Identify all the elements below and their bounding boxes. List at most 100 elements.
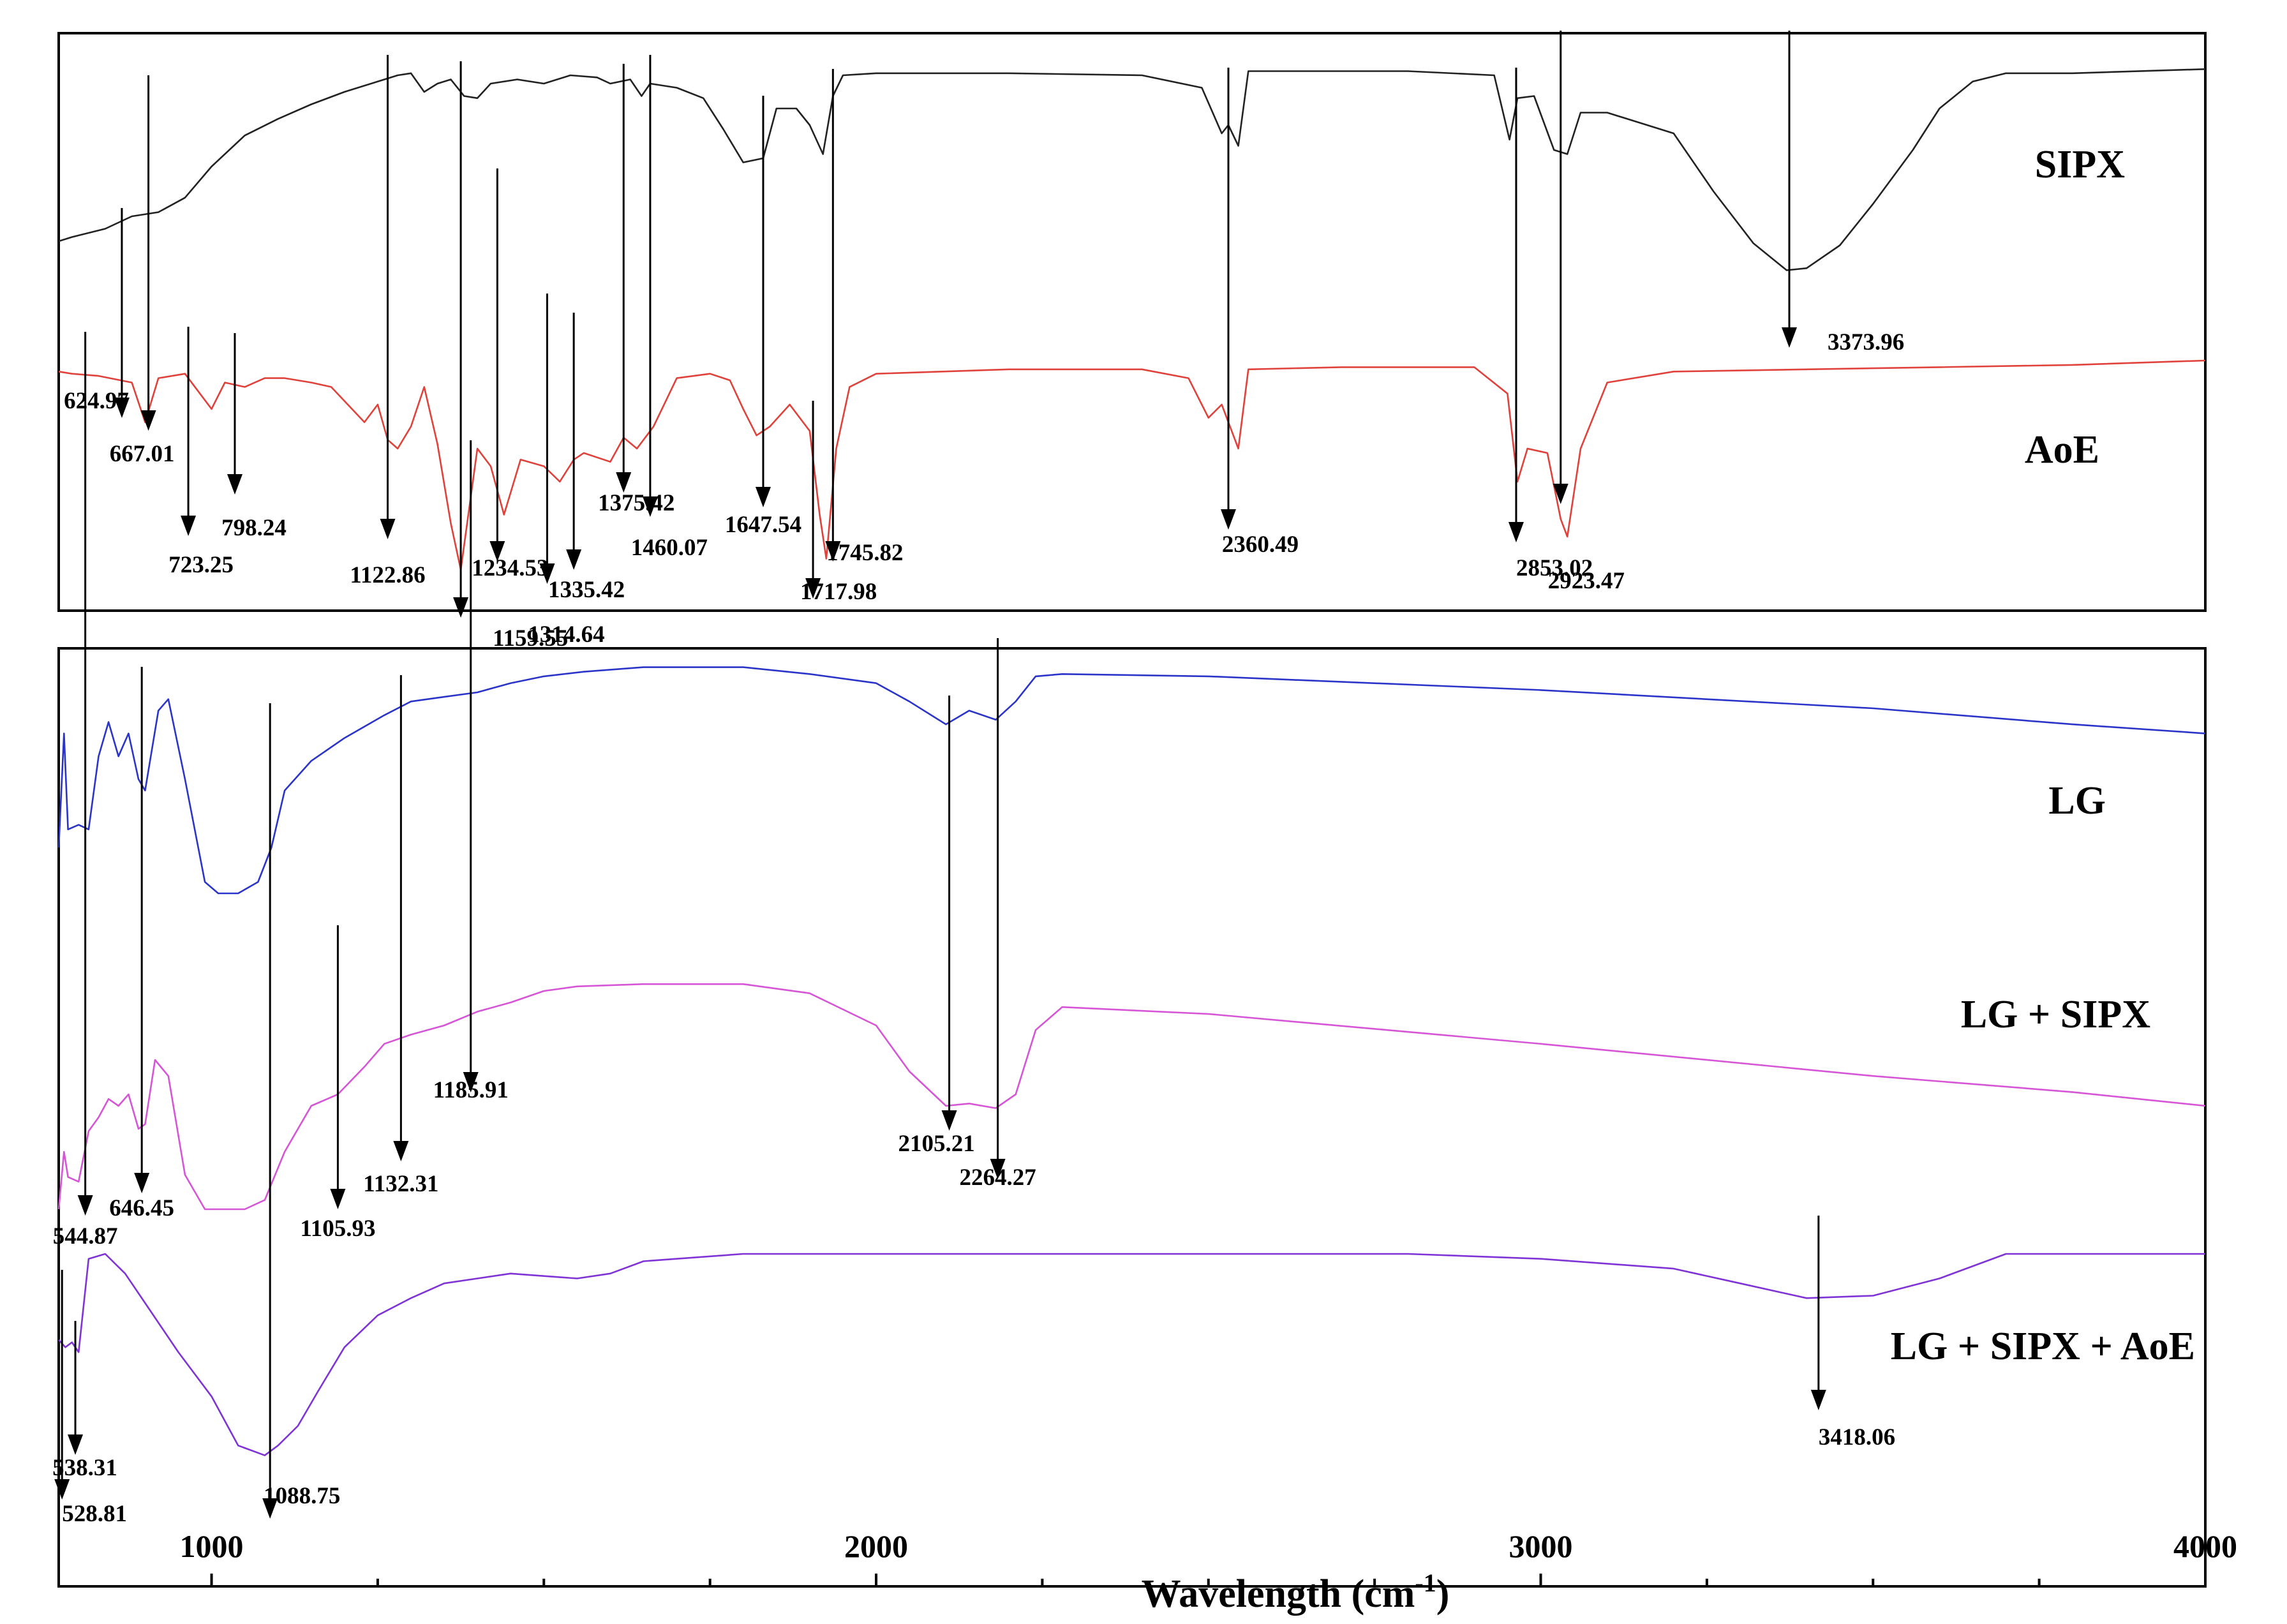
peak-marker-arrowhead: [642, 496, 658, 517]
series-aoe-label: AoE: [2025, 428, 2099, 472]
x-tick-label: 4000: [2173, 1528, 2237, 1564]
peak-label: 1460.07: [631, 535, 708, 561]
peak-marker-arrowhead: [227, 474, 242, 495]
peak-marker: 1717.98: [800, 401, 877, 605]
peak-label: 544.87: [53, 1223, 118, 1249]
peak-label: 646.45: [109, 1195, 174, 1221]
spectra-traces: [57, 68, 2206, 1456]
peak-marker: 1745.82: [825, 69, 903, 566]
peak-marker: 1088.75: [262, 703, 340, 1519]
peak-marker: 1105.93: [300, 925, 376, 1242]
peak-label: 528.81: [62, 1501, 127, 1527]
peak-marker: 1122.86: [350, 55, 426, 588]
peak-marker-arrowhead: [134, 1173, 150, 1193]
series-labels: SIPX AoE LG LG + SIPX LG + SIPX + AoE: [1891, 143, 2195, 1368]
peak-label: 1745.82: [826, 540, 903, 566]
peak-marker: 3418.06: [1810, 1216, 1895, 1450]
peak-label: 2264.27: [959, 1165, 1036, 1191]
peak-marker: 1159.55: [453, 61, 568, 652]
peak-marker-arrowhead: [140, 410, 156, 431]
peak-label: 538.31: [52, 1455, 117, 1481]
series-lg-sipx-aoe-trace: [58, 1253, 2205, 1456]
series-aoe-trace: [58, 359, 2206, 571]
series-sipx-trace: [58, 68, 2206, 271]
top-panel-frame: [57, 32, 2207, 612]
peak-label: 1088.75: [264, 1483, 340, 1509]
peak-label: 667.01: [110, 441, 175, 467]
peak-marker-arrowhead: [1221, 509, 1237, 530]
peak-marker-arrowhead: [463, 1072, 479, 1092]
peak-marker: 798.24: [221, 333, 287, 541]
peak-marker: 1647.54: [725, 96, 801, 538]
x-axis-title: Wavelength (cm-1): [1142, 1568, 1450, 1616]
peak-marker-arrowhead: [453, 597, 469, 618]
peak-marker-arrowhead: [262, 1498, 278, 1519]
peak-marker-arrowhead: [380, 519, 396, 539]
peak-marker: 667.01: [110, 75, 175, 467]
peak-label: 1105.93: [300, 1216, 375, 1242]
peak-label: 2923.47: [1548, 568, 1625, 594]
peak-marker: 1234.53: [472, 168, 549, 581]
peak-label: 798.24: [221, 515, 287, 541]
peak-marker: 1185.91: [433, 440, 509, 1103]
peak-marker-arrowhead: [1810, 1390, 1826, 1410]
peak-marker-arrowhead: [54, 1479, 70, 1500]
peak-marker-arrowhead: [825, 541, 841, 562]
peak-marker-arrowhead: [539, 563, 555, 584]
peak-marker: 2264.27: [959, 638, 1036, 1191]
peak-marker: 538.31: [52, 1321, 117, 1481]
peak-marker-arrowhead: [566, 549, 582, 570]
series-lg-sipx-label: LG + SIPX: [1961, 993, 2150, 1036]
peak-label: 1234.53: [472, 555, 548, 581]
peak-marker-arrowhead: [489, 541, 505, 562]
peak-label: 1647.54: [725, 512, 801, 538]
peak-label: 1132.31: [363, 1171, 438, 1197]
x-axis: 1000 2000 3000 4000: [180, 1528, 2237, 1586]
peak-label: 624.97: [64, 388, 129, 414]
x-tick-label: 2000: [844, 1528, 908, 1564]
peak-marker-arrowhead: [1553, 484, 1568, 504]
peak-label: 1335.42: [548, 577, 625, 603]
peak-label: 3418.06: [1819, 1424, 1895, 1450]
peak-marker: 723.25: [168, 327, 234, 578]
peak-marker: 1314.64: [528, 294, 605, 648]
peak-marker: 2360.49: [1221, 68, 1299, 558]
peak-label: 723.25: [168, 552, 234, 578]
peak-label: 1717.98: [800, 579, 877, 605]
peak-marker-arrowhead: [68, 1434, 84, 1455]
series-lg-trace: [57, 666, 2206, 895]
peak-marker-arrowhead: [941, 1110, 957, 1131]
peak-label: 2105.21: [898, 1131, 974, 1157]
peak-label: 1159.55: [493, 625, 568, 652]
peak-marker-arrowhead: [181, 516, 197, 536]
peak-marker-arrowhead: [1782, 327, 1798, 348]
peak-label: 2853.02: [1516, 555, 1593, 581]
peak-marker-arrowhead: [330, 1189, 346, 1209]
peak-marker: 544.87: [53, 332, 118, 1249]
peak-marker-arrowhead: [114, 398, 130, 418]
peak-marker-arrowhead: [77, 1195, 93, 1216]
peak-marker: 2923.47: [1548, 31, 1625, 594]
peak-label: 1122.86: [350, 562, 425, 588]
peak-marker: 528.81: [54, 1270, 127, 1527]
peak-marker-arrowhead: [755, 487, 771, 507]
peak-marker: 3373.96: [1782, 31, 1904, 355]
series-lg-sipx-trace: [57, 983, 2206, 1211]
peak-marker-arrowhead: [990, 1159, 1006, 1179]
peak-marker: 646.45: [109, 667, 174, 1221]
peak-label: 2360.49: [1222, 532, 1299, 558]
peak-marker: 2105.21: [898, 696, 975, 1157]
peak-marker-arrowhead: [805, 578, 821, 599]
peak-label: 3373.96: [1828, 329, 1904, 355]
peak-marker: 2853.02: [1508, 68, 1593, 581]
peak-marker-arrowhead: [1508, 522, 1524, 542]
series-sipx-label: SIPX: [2035, 143, 2125, 186]
peak-marker: 1460.07: [631, 55, 708, 561]
peak-label: 1185.91: [433, 1077, 509, 1103]
series-lg-sipx-aoe-label: LG + SIPX + AoE: [1891, 1325, 2195, 1368]
peak-markers: 3373.96 624.97 667.01 723.25 798.24 1122.86 11…: [52, 31, 1904, 1527]
x-tick-label: 1000: [180, 1528, 244, 1564]
peak-label: 1314.64: [528, 622, 604, 648]
bottom-panel-frame: [57, 647, 2207, 1588]
